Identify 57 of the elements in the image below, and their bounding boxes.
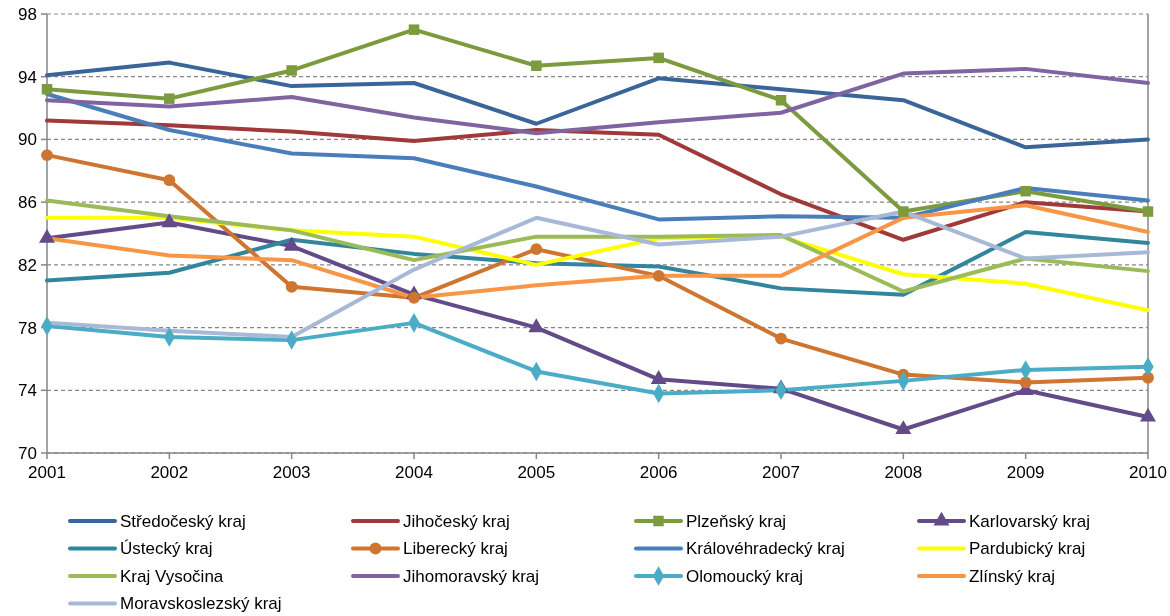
point (163, 174, 176, 187)
point (898, 206, 909, 217)
legend-label: Jihomoravský kraj (403, 566, 540, 586)
y-tick-label: 78 (18, 318, 37, 338)
x-tick-label: 2010 (1129, 463, 1167, 482)
legend-label: Středočeský kraj (120, 511, 246, 531)
point (1020, 185, 1031, 197)
y-tick-label: 82 (18, 255, 37, 275)
legend-label: Karlovarský kraj (969, 511, 1090, 531)
x-tick-label: 2003 (272, 463, 311, 482)
x-tick-label: 2007 (762, 463, 800, 482)
x-tick-label: 2005 (517, 463, 556, 482)
x-tick-label: 2008 (884, 463, 923, 482)
point (161, 213, 178, 228)
point (164, 93, 175, 104)
legend-label: Liberecký kraj (403, 539, 508, 559)
legend-label: Ústecký kraj (120, 539, 213, 559)
legend-label: Pardubický kraj (969, 539, 1086, 559)
line-series (45, 60, 1150, 150)
y-tick-label: 74 (18, 381, 37, 401)
legend-label: Jihočeský kraj (403, 511, 510, 531)
point (652, 269, 665, 282)
legend-label: Moravskoslezský kraj (120, 594, 282, 614)
point (528, 318, 545, 333)
legend-label: Kraj Vysočina (120, 566, 224, 586)
point (39, 229, 55, 243)
x-tick-label: 2001 (28, 463, 66, 482)
point (895, 420, 912, 435)
point (408, 291, 420, 304)
y-tick-label: 90 (18, 130, 37, 150)
legend-label: Zlínský kraj (969, 566, 1055, 586)
point (286, 65, 297, 76)
point (530, 243, 543, 256)
point (41, 84, 53, 95)
y-tick-label: 70 (18, 443, 37, 463)
y-tick-label: 86 (18, 193, 37, 213)
x-tick-label: 2004 (395, 463, 433, 482)
x-tick-label: 2009 (1006, 463, 1045, 482)
point (285, 280, 298, 293)
point (775, 94, 787, 106)
point (653, 52, 664, 64)
point (531, 60, 542, 71)
x-tick-label: 2006 (639, 463, 678, 482)
legend-label: Plzeňský kraj (686, 511, 787, 531)
point (408, 24, 420, 35)
y-tick-label: 94 (18, 67, 37, 87)
line-series (45, 66, 1150, 136)
x-tick-label: 2002 (150, 463, 189, 482)
y-tick-label: 98 (18, 4, 37, 24)
legend-label: Olomoucký kraj (686, 566, 804, 586)
legend-label: Královéhradecký kraj (686, 539, 845, 559)
point (650, 370, 667, 384)
point (41, 149, 53, 162)
point (1019, 376, 1032, 389)
point (1142, 206, 1154, 217)
point (1140, 407, 1156, 422)
point (775, 332, 787, 345)
